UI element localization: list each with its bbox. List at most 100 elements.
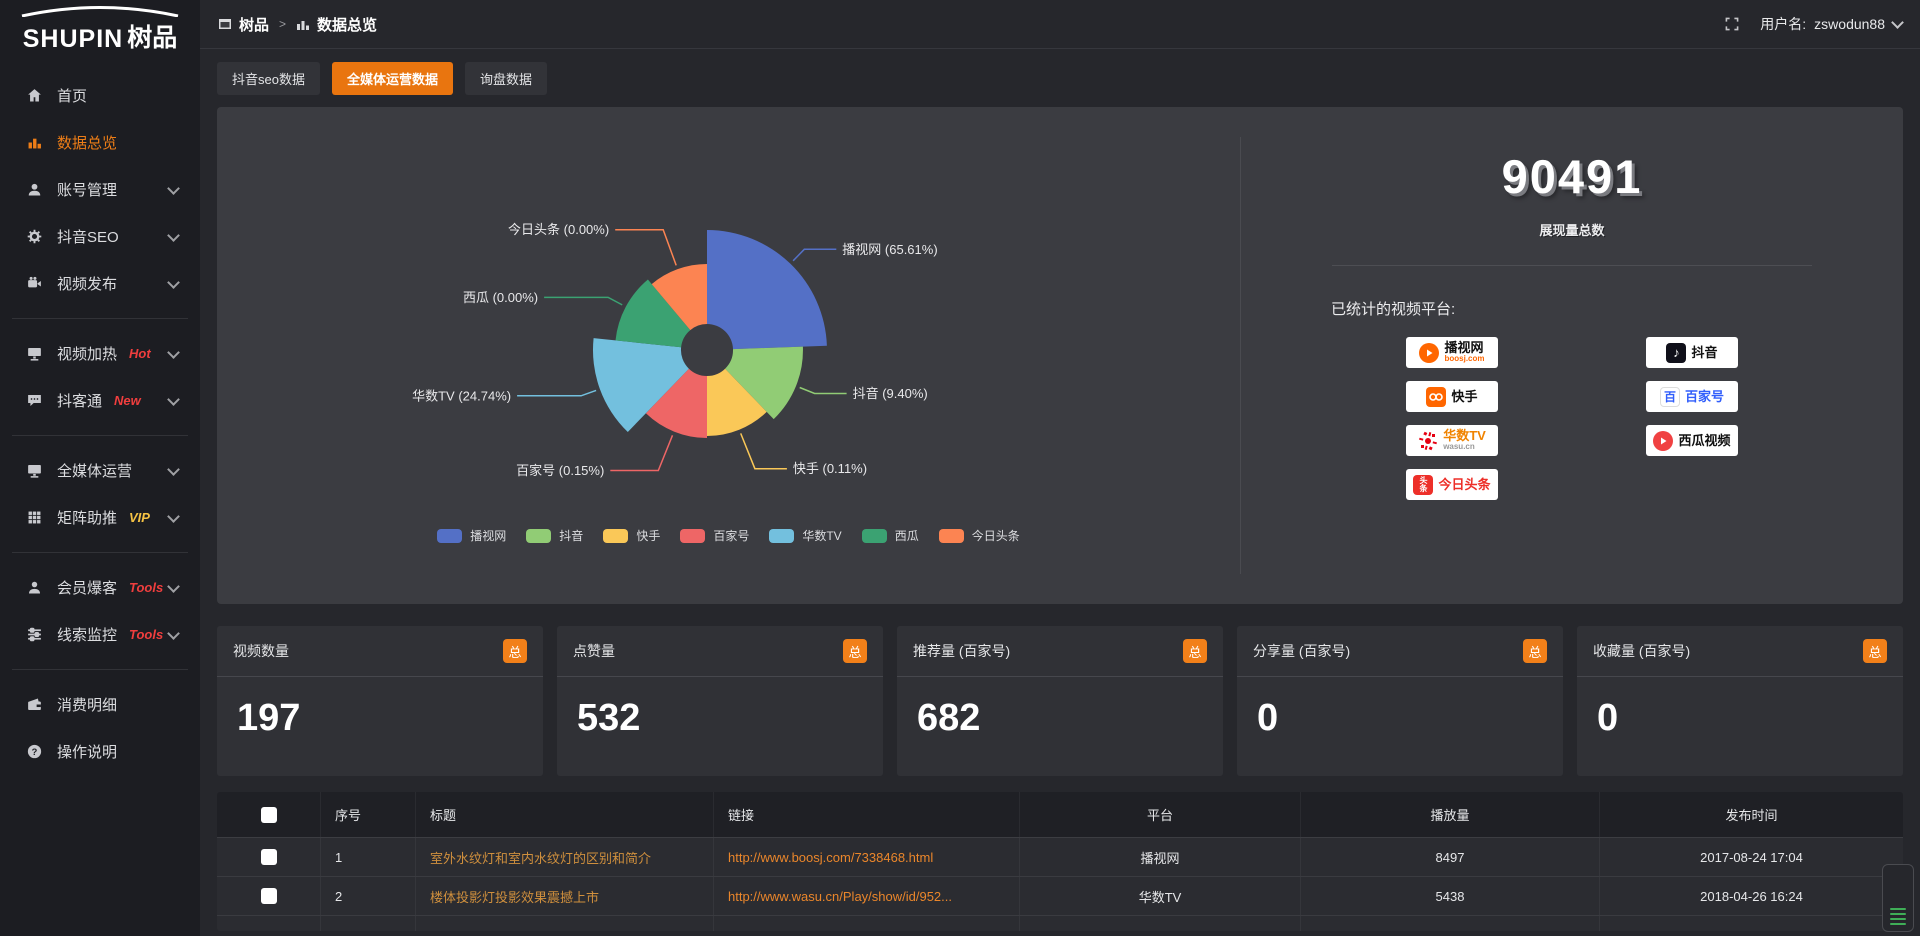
sidebar-item-会员爆客[interactable]: 会员爆客 Tools [0, 564, 200, 611]
logo-arc [21, 6, 179, 17]
sidebar-item-矩阵助推[interactable]: 矩阵助推 VIP [0, 494, 200, 541]
legend-item-华数TV[interactable]: 华数TV [769, 527, 842, 544]
table-header-平台: 平台 [1020, 792, 1301, 837]
legend-item-今日头条[interactable]: 今日头条 [938, 527, 1020, 544]
legend-item-抖音[interactable]: 抖音 [526, 527, 583, 544]
stat-card-title: 收藏量 (百家号) [1593, 643, 1691, 659]
sidebar-item-线索监控[interactable]: 线索监控 Tools [0, 611, 200, 658]
rose-sector-播视网[interactable] [707, 230, 827, 350]
rose-sector-华数TV[interactable] [592, 338, 689, 432]
legend-swatch [861, 528, 887, 543]
platform-badge-今日头条: 头条今日头条 [1406, 469, 1498, 500]
summary-divider [1332, 265, 1812, 266]
sidebar-divider [12, 318, 188, 319]
video-url-link[interactable]: http://www.boosj.com/7338468.html [728, 849, 934, 865]
row-checkbox[interactable] [260, 888, 277, 904]
rose-sector-西瓜[interactable] [615, 279, 691, 348]
video-title-link[interactable]: 室外水纹灯和室内水纹灯的区别和简介 [430, 850, 652, 866]
platform-badge-快手: 快手 [1406, 381, 1498, 412]
member-icon [26, 579, 43, 596]
cell-no: 1 [321, 838, 416, 876]
fullscreen-icon[interactable] [1724, 16, 1740, 32]
total-badge: 总 [1183, 639, 1207, 663]
rose-sector-抖音[interactable] [725, 346, 803, 420]
sidebar-item-操作说明[interactable]: ? 操作说明 [0, 728, 200, 775]
widget-bar [1890, 923, 1906, 925]
sidebar-item-tag: Tools [129, 627, 164, 642]
video-url-link[interactable]: http://www.wasu.cn/Play/show/id/952... [728, 888, 952, 904]
video-icon [26, 275, 43, 292]
sidebar-item-抖客通[interactable]: 抖客通 New [0, 377, 200, 424]
widget-bar [1890, 918, 1906, 920]
total-badge: 总 [843, 639, 867, 663]
window-icon [218, 17, 232, 31]
sidebar-divider [12, 552, 188, 553]
platform-name: 今日头条 [1438, 477, 1491, 492]
summary-area: 90491 展现量总数 已统计的视频平台: 播视网 boosj.com 快手 华数TV… [1241, 107, 1903, 604]
stat-card-header: 视频数量 总 [217, 626, 543, 677]
content: 抖音seo数据 全媒体运营数据 询盘数据 播视网 (65.61%) 抖音 (9.40%… [200, 49, 1920, 936]
user-menu[interactable]: 用户名: zswodun88 [1760, 14, 1904, 34]
sidebar-item-账号管理[interactable]: 账号管理 [0, 166, 200, 213]
app-logo[interactable]: SHUPIN 树品 [0, 0, 200, 60]
platform-badge-西瓜视频: 西瓜视频 [1646, 425, 1738, 456]
sidebar-item-数据总览[interactable]: 数据总览 [0, 119, 200, 166]
legend-swatch [603, 528, 629, 543]
empty-cell [321, 916, 416, 931]
legend-item-西瓜[interactable]: 西瓜 [861, 527, 919, 544]
tab-抖音seo数据[interactable]: 抖音seo数据 [217, 62, 320, 95]
chevron-down-icon [167, 626, 180, 640]
sidebar-item-label: 消费明细 [57, 697, 118, 714]
platform-badge-百家号: 百百家号 [1646, 381, 1738, 412]
label-line-今日头条 [615, 228, 677, 266]
sidebar-item-全媒体运营[interactable]: 全媒体运营 [0, 447, 200, 494]
sidebar-item-抖音SEO[interactable]: 抖音SEO [0, 213, 200, 260]
sidebar-item-视频加热[interactable]: 视频加热 Hot [0, 330, 200, 377]
tab-询盘数据[interactable]: 询盘数据 [464, 62, 547, 95]
platform-badge-播视网: 播视网 boosj.com [1406, 337, 1498, 368]
platform-name: 百家号 [1684, 389, 1724, 404]
sidebar-item-label: 操作说明 [57, 744, 118, 761]
rose-sector-百家号[interactable] [645, 368, 707, 438]
floating-widget[interactable] [1882, 864, 1914, 932]
sidebar-item-label: 抖音SEO [57, 229, 119, 246]
legend-label: 快手 [636, 529, 661, 543]
breadcrumb-root[interactable]: 树品 [239, 16, 270, 34]
chevron-down-icon [167, 275, 180, 289]
platform-subtext: wasu.cn [1443, 442, 1475, 451]
sidebar-item-tag: Tools [129, 580, 164, 595]
legend-item-播视网[interactable]: 播视网 [437, 527, 506, 544]
rose-sector-快手[interactable] [707, 368, 767, 436]
video-title-link[interactable]: 楼体投影灯投影效果震撼上市 [430, 889, 600, 905]
sidebar-item-视频发布[interactable]: 视频发布 [0, 260, 200, 307]
tab-全媒体运营数据[interactable]: 全媒体运营数据 [331, 62, 453, 95]
rose-sector-今日头条[interactable] [651, 264, 707, 331]
legend-item-百家号[interactable]: 百家号 [680, 527, 749, 544]
cell-no: 2 [321, 877, 416, 915]
stat-card-title: 分享量 (百家号) [1253, 643, 1351, 659]
stat-card-value: 0 [1257, 697, 1279, 739]
sidebar-item-label: 视频发布 [57, 276, 118, 293]
legend-item-快手[interactable]: 快手 [603, 527, 660, 544]
table-row-partial [217, 916, 1903, 931]
row-checkbox[interactable] [260, 849, 277, 865]
sidebar-item-label: 矩阵助推 [57, 510, 118, 527]
select-all-checkbox[interactable] [260, 806, 277, 823]
table-row: 2 楼体投影灯投影效果震撼上市 http://www.wasu.cn/Play/sh… [217, 877, 1903, 916]
sidebar-item-消费明细[interactable]: 消费明细 [0, 681, 200, 728]
chevron-down-icon [167, 509, 180, 523]
table-row: 1 室外水纹灯和室内水纹灯的区别和简介 http://www.boosj.com/7… [217, 838, 1903, 877]
sidebar-item-tag: VIP [129, 510, 150, 525]
stat-card-title: 视频数量 [233, 643, 289, 659]
stat-card-title: 点赞量 [573, 643, 615, 659]
impressions-total-label: 展现量总数 [1539, 223, 1605, 238]
cell-time: 2017-08-24 17:04 [1700, 849, 1803, 865]
label-line-快手 [740, 433, 787, 470]
question-icon: ? [26, 743, 43, 760]
svg-text:?: ? [32, 747, 38, 757]
sliders-icon [26, 626, 43, 643]
stat-card-title: 推荐量 (百家号) [913, 643, 1011, 659]
rose-chart: 播视网 (65.61%) 抖音 (9.40%) 快手 (0.11%) 百家号 (0.1… [412, 222, 938, 478]
sidebar-item-首页[interactable]: 首页 [0, 72, 200, 119]
sidebar-item-label: 数据总览 [57, 135, 118, 152]
